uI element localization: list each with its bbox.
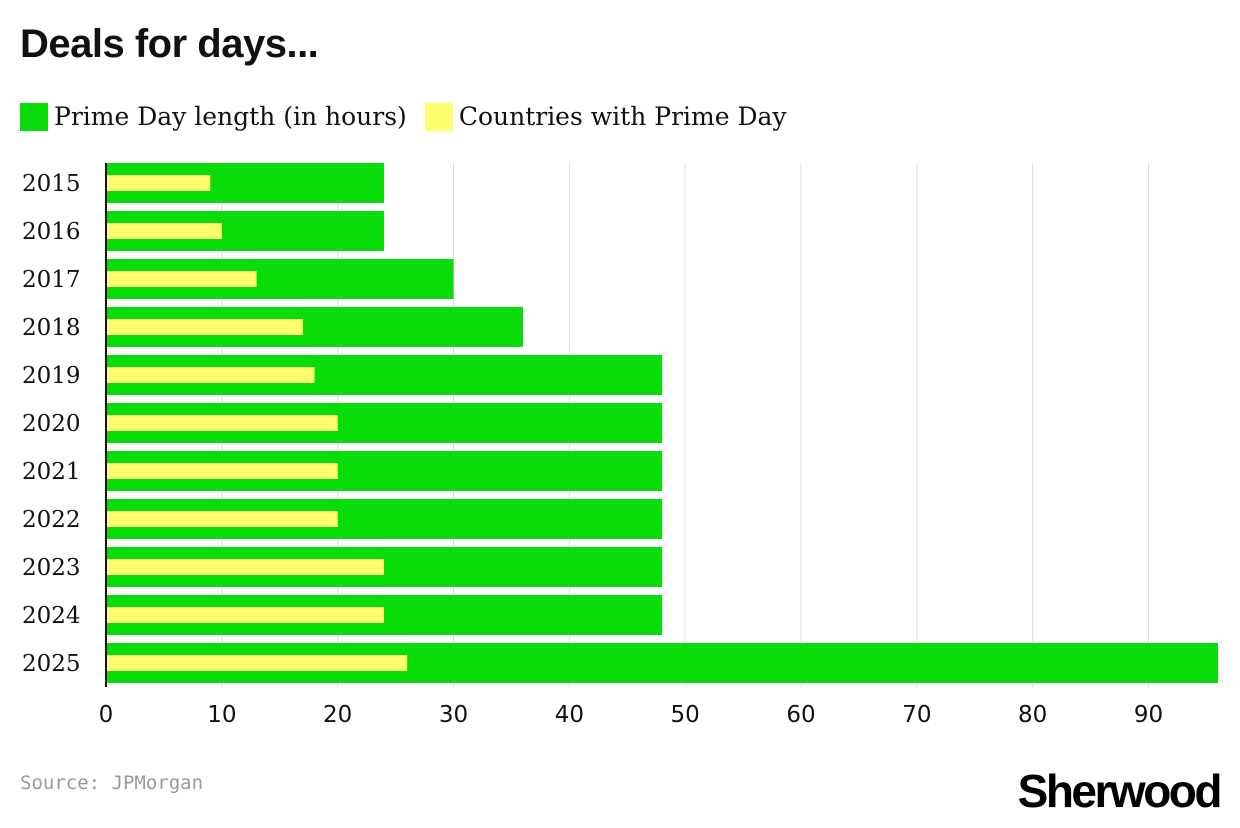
bar-countries [106,223,222,239]
x-tick-label: 10 [207,702,236,728]
bar-countries [106,319,303,335]
x-tick-label: 50 [671,702,700,728]
x-tick-label: 20 [323,702,352,728]
y-tick-label: 2016 [22,219,81,245]
y-tick-label: 2018 [22,315,81,341]
x-tick-label: 0 [99,702,114,728]
x-tick-label: 80 [1018,702,1047,728]
y-tick-label: 2020 [22,411,81,437]
y-tick-label: 2015 [22,171,81,197]
legend-swatch-length [20,102,48,131]
y-tick-label: 2023 [22,555,81,581]
bar-countries [106,463,338,479]
source-note: Source: JPMorgan [20,772,204,794]
bar-countries [106,559,384,575]
bar-countries [106,655,408,671]
bar-countries [106,511,338,527]
y-tick-label: 2022 [22,507,81,533]
bar-countries [106,415,338,431]
y-tick-label: 2021 [22,459,81,485]
x-tick-label: 70 [902,702,931,728]
legend-item-countries: Countries with Prime Day [424,102,787,131]
legend: Prime Day length (in hours) Countries wi… [20,102,805,131]
x-tick-label: 30 [439,702,468,728]
y-tick-label: 2017 [22,267,81,293]
chart-title: Deals for days... [20,22,319,66]
sherwood-logo: Sherwood [1017,765,1223,817]
x-tick-label: 40 [555,702,584,728]
legend-label-length: Prime Day length (in hours) [54,102,407,131]
bar-countries [106,607,384,623]
legend-label-countries: Countries with Prime Day [458,102,787,131]
bar-countries [106,367,315,383]
x-tick-label: 90 [1134,702,1163,728]
y-tick-label: 2024 [22,603,81,629]
y-tick-label: 2025 [22,651,81,677]
legend-swatch-countries [424,102,453,131]
legend-item-length: Prime Day length (in hours) [20,102,407,131]
y-tick-label: 2019 [22,363,81,389]
bar-countries [106,175,211,191]
x-tick-label: 60 [786,702,815,728]
bar-countries [106,271,257,287]
